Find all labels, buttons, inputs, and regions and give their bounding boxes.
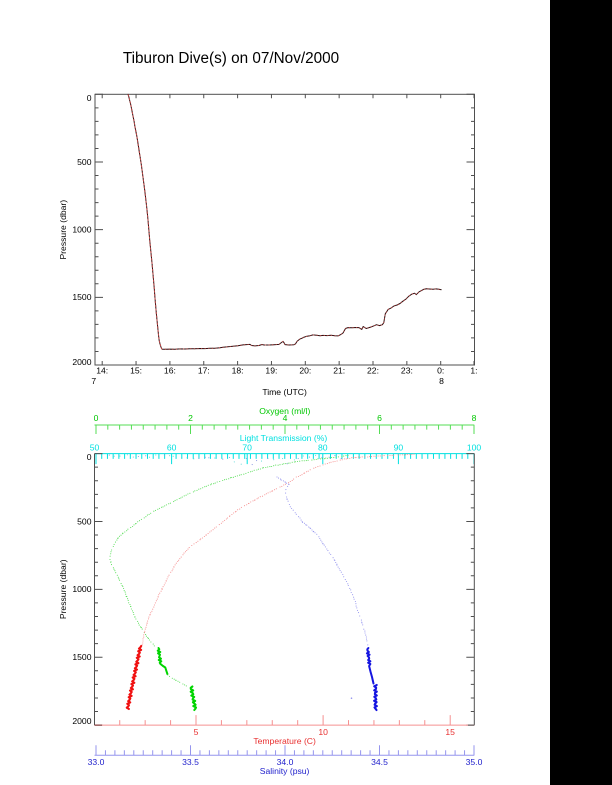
svg-text:Salinity (psu): Salinity (psu)	[260, 766, 310, 776]
svg-text:5: 5	[194, 727, 199, 737]
svg-text:10: 10	[318, 727, 328, 737]
svg-text:23:: 23:	[401, 366, 413, 376]
svg-text:33.5: 33.5	[182, 757, 199, 767]
svg-text:34.5: 34.5	[371, 757, 388, 767]
svg-text:2000: 2000	[72, 716, 91, 726]
svg-text:33.0: 33.0	[88, 757, 105, 767]
svg-text:90: 90	[394, 443, 404, 453]
svg-text:2000: 2000	[72, 357, 91, 367]
svg-text:1000: 1000	[72, 584, 91, 594]
svg-text:1500: 1500	[72, 652, 91, 662]
svg-text:16:: 16:	[164, 366, 176, 376]
svg-text:Pressure (dbar): Pressure (dbar)	[58, 559, 68, 619]
svg-text:80: 80	[318, 443, 328, 453]
svg-text:100: 100	[467, 443, 482, 453]
svg-text:Pressure (dbar): Pressure (dbar)	[58, 200, 68, 260]
svg-text:0:: 0:	[437, 366, 444, 376]
svg-text:4: 4	[283, 413, 288, 423]
svg-text:17:: 17:	[198, 366, 210, 376]
svg-text:8: 8	[439, 376, 444, 386]
svg-text:15: 15	[445, 727, 455, 737]
svg-text:Temperature (C): Temperature (C)	[253, 736, 316, 746]
svg-text:1000: 1000	[72, 225, 91, 235]
svg-text:8: 8	[472, 413, 477, 423]
svg-text:14:: 14:	[96, 366, 108, 376]
svg-text:22:: 22:	[367, 366, 379, 376]
svg-text:2: 2	[188, 413, 193, 423]
svg-text:Oxygen (ml/l): Oxygen (ml/l)	[259, 406, 310, 416]
svg-text:1500: 1500	[72, 292, 91, 302]
svg-text:0: 0	[94, 413, 99, 423]
svg-text:500: 500	[77, 157, 92, 167]
svg-text:35.0: 35.0	[466, 757, 483, 767]
svg-text:34.0: 34.0	[277, 757, 294, 767]
svg-text:Tiburon Dive(s) on 07/Nov/2000: Tiburon Dive(s) on 07/Nov/2000	[123, 50, 339, 67]
svg-text:Time (UTC): Time (UTC)	[262, 387, 307, 397]
svg-text:15:: 15:	[130, 366, 142, 376]
svg-text:18:: 18:	[232, 366, 244, 376]
svg-text:7: 7	[91, 376, 96, 386]
svg-text:20:: 20:	[299, 366, 311, 376]
svg-text:21:: 21:	[333, 366, 345, 376]
svg-text:0: 0	[87, 93, 92, 103]
svg-text:0: 0	[87, 452, 92, 462]
svg-text:19:: 19:	[265, 366, 277, 376]
svg-text:1:: 1:	[470, 366, 477, 376]
svg-text:Light Transmission (%): Light Transmission (%)	[240, 433, 328, 443]
svg-text:60: 60	[167, 443, 177, 453]
svg-text:50: 50	[90, 443, 100, 453]
svg-text:6: 6	[377, 413, 382, 423]
svg-text:70: 70	[242, 443, 252, 453]
svg-text:500: 500	[77, 516, 92, 526]
